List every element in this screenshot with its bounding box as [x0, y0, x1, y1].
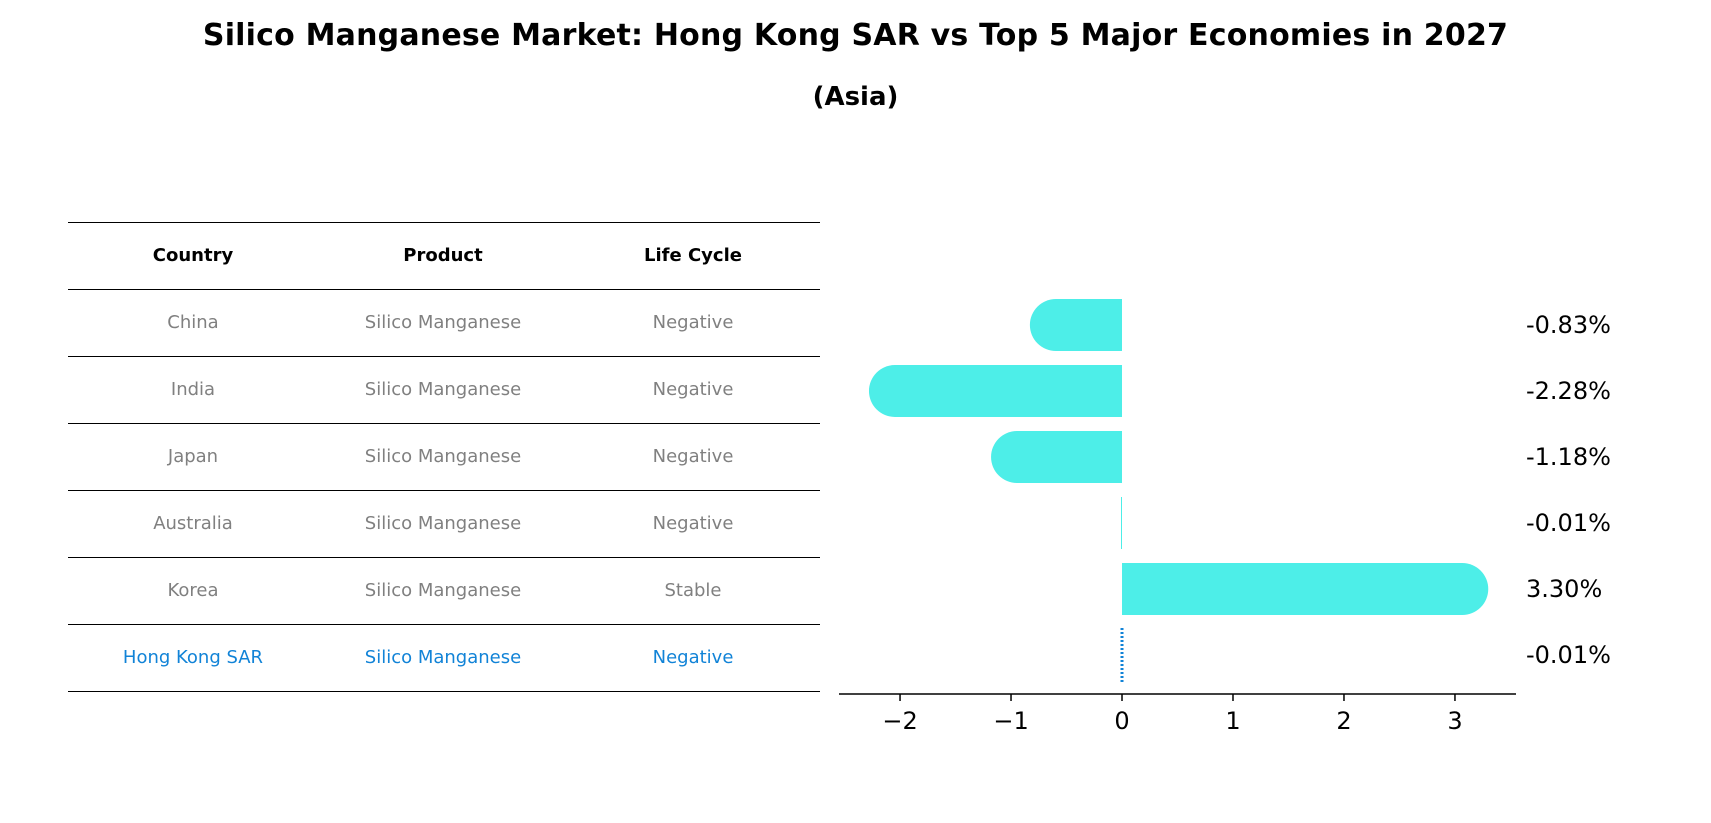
table-row: Korea Silico Manganese Stable: [68, 557, 820, 624]
x-tick-label: 1: [1225, 707, 1240, 735]
cell-life-cycle: Negative: [652, 312, 734, 333]
cell-product: Silico Manganese: [364, 513, 522, 534]
cell-life-cycle: Negative: [652, 513, 734, 534]
cell-country: China: [167, 312, 219, 333]
cell-country: Hong Kong SAR: [122, 647, 264, 668]
value-label: -1.18%: [1526, 443, 1611, 471]
cell-country: India: [170, 379, 216, 400]
x-tick-label: −1: [993, 707, 1028, 735]
chart-title: Silico Manganese Market: Hong Kong SAR v…: [202, 18, 1509, 53]
cell-life-cycle: Negative: [652, 446, 734, 467]
header-life-cycle: Life Cycle: [644, 245, 742, 266]
cell-product: Silico Manganese: [364, 580, 522, 601]
x-tick-label: 0: [1114, 707, 1129, 735]
table-row: Australia Silico Manganese Negative: [68, 490, 820, 557]
table-row-highlighted: Hong Kong SAR Silico Manganese Negative: [68, 624, 820, 692]
cell-product: Silico Manganese: [364, 379, 522, 400]
value-label: -0.01%: [1526, 509, 1611, 537]
table-row: Japan Silico Manganese Negative: [68, 423, 820, 490]
value-label: -2.28%: [1526, 377, 1611, 405]
value-label: -0.01%: [1526, 641, 1611, 669]
bar: [1029, 299, 1123, 351]
bar: [1121, 497, 1123, 549]
x-tick-label: 3: [1447, 707, 1462, 735]
cell-life-cycle: Negative: [652, 647, 734, 668]
cell-country: Japan: [167, 446, 219, 467]
bar: [1122, 563, 1489, 615]
x-tick-label: 2: [1336, 707, 1351, 735]
bar: [868, 365, 1123, 417]
cell-country: Australia: [153, 513, 233, 534]
table-row: China Silico Manganese Negative: [68, 289, 820, 356]
cell-life-cycle: Stable: [664, 580, 722, 601]
cell-product: Silico Manganese: [364, 647, 522, 668]
cell-product: Silico Manganese: [364, 312, 522, 333]
chart-subtitle: (Asia): [812, 82, 899, 112]
table-row: India Silico Manganese Negative: [68, 356, 820, 423]
cell-life-cycle: Negative: [652, 379, 734, 400]
data-table: Country Product Life Cycle China Silico …: [68, 222, 820, 692]
value-label: 3.30%: [1526, 575, 1602, 603]
table-header-row: Country Product Life Cycle: [68, 222, 820, 289]
cell-country: Korea: [167, 580, 219, 601]
x-tick-label: −2: [882, 707, 917, 735]
bar: [991, 431, 1123, 483]
cell-product: Silico Manganese: [364, 446, 522, 467]
header-country: Country: [152, 245, 234, 266]
value-label: -0.83%: [1526, 311, 1611, 339]
header-product: Product: [403, 245, 483, 266]
